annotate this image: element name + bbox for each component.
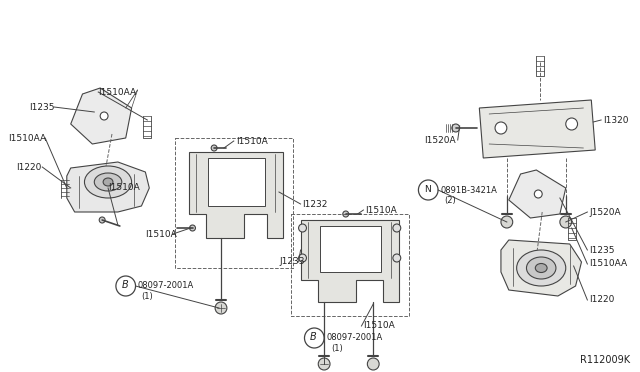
Circle shape [452,124,460,132]
Text: I1510A: I1510A [236,137,268,145]
Polygon shape [501,240,582,296]
Text: I1510A: I1510A [145,230,177,238]
Circle shape [560,216,572,228]
Text: I1232: I1232 [303,199,328,208]
Text: I1235: I1235 [29,103,55,112]
Circle shape [99,217,105,223]
Ellipse shape [535,263,547,273]
Polygon shape [509,170,566,218]
Text: B: B [310,332,317,342]
Circle shape [318,358,330,370]
Circle shape [534,190,542,198]
Polygon shape [67,162,149,212]
Text: I1510A: I1510A [108,183,140,192]
Polygon shape [301,220,399,302]
Text: J1233: J1233 [280,257,305,266]
Text: J1520A: J1520A [589,208,621,217]
Text: I1510AA: I1510AA [98,87,136,96]
Circle shape [299,224,307,232]
Ellipse shape [84,166,132,198]
Circle shape [215,302,227,314]
Text: I1510AA: I1510AA [589,260,627,269]
Circle shape [501,216,513,228]
Text: (2): (2) [444,196,456,205]
Circle shape [343,211,349,217]
Text: I1235: I1235 [589,246,615,254]
Polygon shape [320,226,381,272]
Ellipse shape [103,178,113,186]
Circle shape [566,118,577,130]
Text: N: N [424,185,431,193]
Circle shape [116,276,136,296]
Circle shape [189,225,195,231]
Circle shape [393,224,401,232]
Text: (1): (1) [141,292,153,301]
Text: I1520A: I1520A [424,135,456,144]
Polygon shape [189,152,283,238]
Text: I1510AA: I1510AA [8,134,46,142]
Polygon shape [208,158,265,206]
Circle shape [299,254,307,262]
Text: I1320: I1320 [603,115,628,125]
Text: 08097-2001A: 08097-2001A [138,282,194,291]
Text: (1): (1) [331,343,343,353]
Circle shape [495,122,507,134]
Text: I1220: I1220 [589,295,614,305]
Text: 0891B-3421A: 0891B-3421A [440,186,497,195]
Circle shape [305,328,324,348]
Ellipse shape [527,257,556,279]
Circle shape [100,112,108,120]
Text: 08097-2001A: 08097-2001A [326,334,382,343]
Circle shape [419,180,438,200]
Circle shape [211,145,217,151]
Text: R112009K: R112009K [579,355,630,365]
Polygon shape [71,88,132,144]
Circle shape [393,254,401,262]
Text: B: B [122,280,128,290]
Polygon shape [479,100,595,158]
Circle shape [367,358,379,370]
Ellipse shape [516,250,566,286]
Text: I1510A: I1510A [364,321,395,330]
Text: I1510A: I1510A [365,205,397,215]
Ellipse shape [94,173,122,191]
Text: I1220: I1220 [16,163,41,171]
